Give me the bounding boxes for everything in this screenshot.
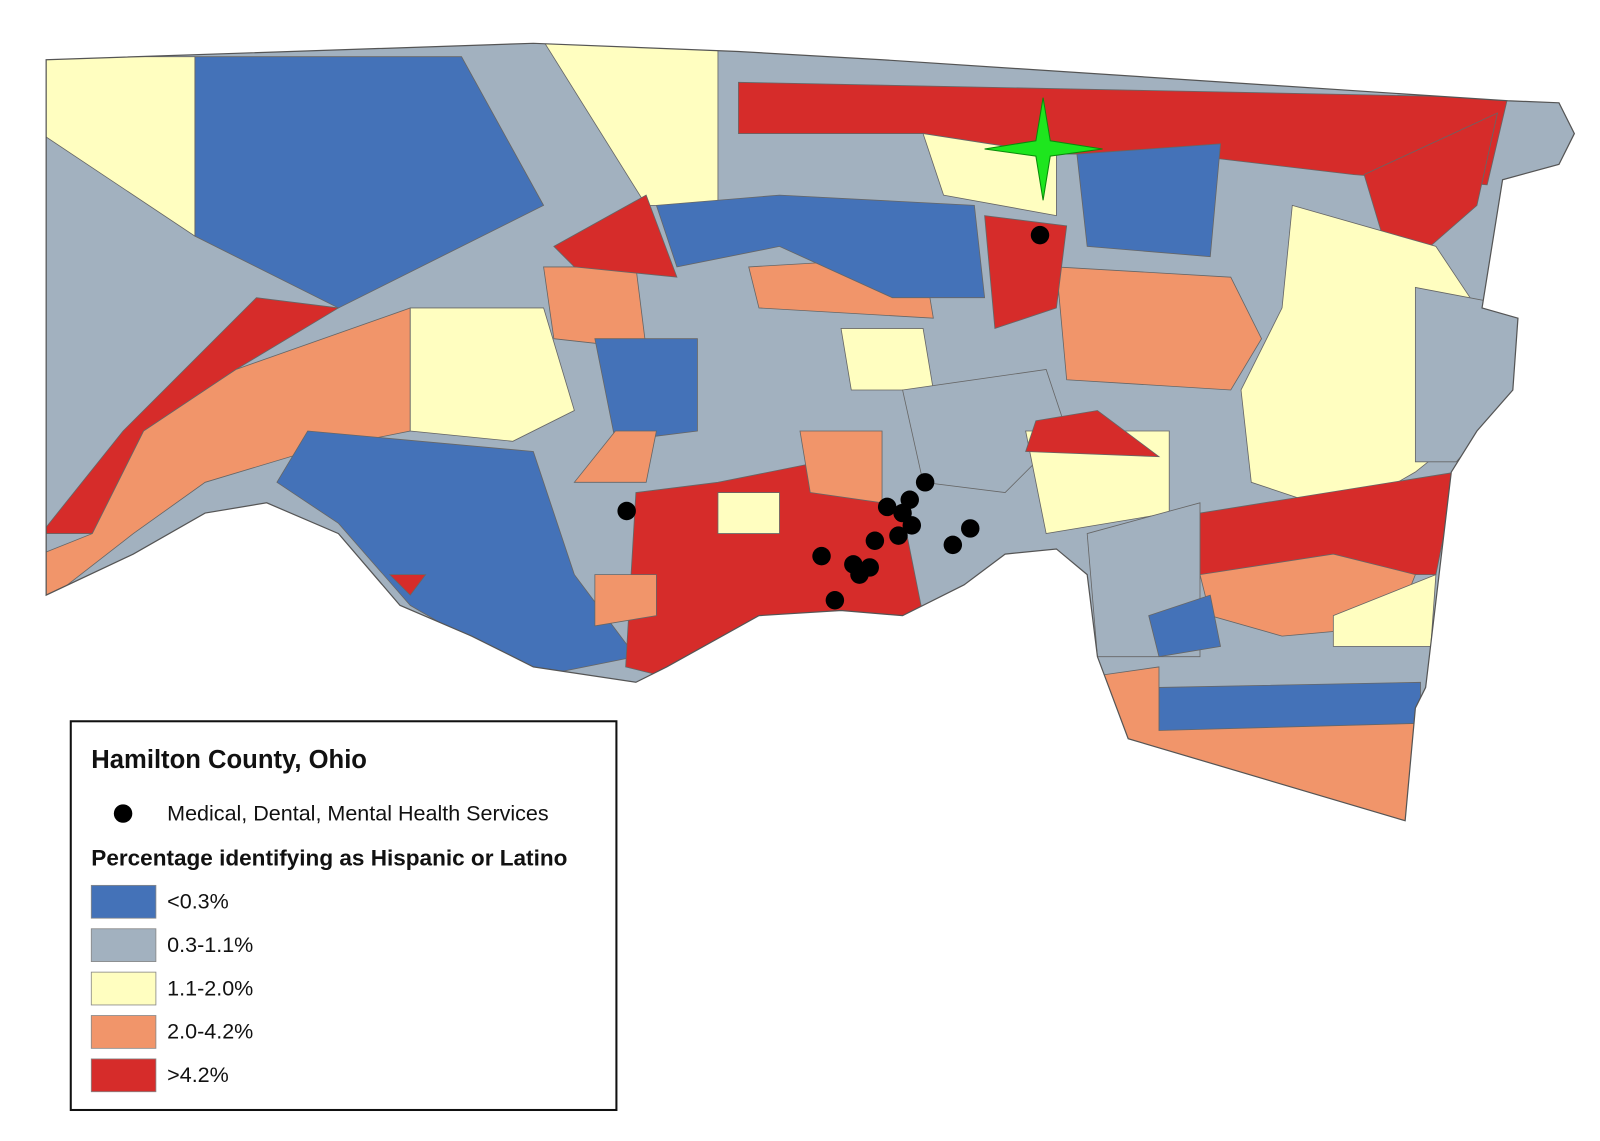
legend-class-label: 1.1-2.0% [167,976,253,1000]
legend: Hamilton County, Ohio Medical, Dental, M… [69,720,618,1112]
legend-class-label: 0.3-1.1% [167,933,253,957]
tract [717,492,780,534]
tract [799,430,883,504]
service-point [617,501,636,521]
service-point [850,565,869,584]
service-point [877,497,897,517]
service-point [812,546,831,566]
tract [984,215,1068,330]
tract [594,574,657,627]
legend-class-label: 2.0-4.2% [167,1020,253,1044]
legend-swatch [90,884,157,919]
tract [1076,143,1221,258]
legend-title: Hamilton County, Ohio [91,746,367,774]
service-point [1030,225,1050,245]
legend-point-symbol [113,804,133,823]
tract [573,430,657,483]
tract [1414,286,1524,463]
legend-swatch [90,971,157,1006]
tract [1055,266,1263,391]
service-point [961,519,980,538]
county-outline [45,42,1576,822]
tract [840,328,934,391]
legend-class-label: <0.3% [167,889,229,913]
tract [553,194,678,278]
tract [1025,410,1161,458]
tract [388,574,427,596]
legend-box [69,720,618,1112]
service-point [915,473,935,492]
star-marker [984,97,1103,201]
service-point [825,591,845,610]
legend-swatch [90,1058,157,1093]
legend-swatch [90,1015,157,1049]
legend-point-label: Medical, Dental, Mental Health Services [167,801,548,825]
tract [655,194,986,299]
legend-heading: Percentage identifying as Hispanic or La… [91,846,567,871]
service-points [617,225,1050,610]
service-point [865,531,885,550]
tract [594,338,698,442]
legend-swatch [90,928,157,962]
tract [1148,594,1221,658]
service-point [889,526,908,545]
tract [409,307,575,442]
tract [543,266,647,350]
legend-class-label: >4.2% [167,1063,229,1087]
service-point [902,516,922,535]
service-point [943,535,963,555]
